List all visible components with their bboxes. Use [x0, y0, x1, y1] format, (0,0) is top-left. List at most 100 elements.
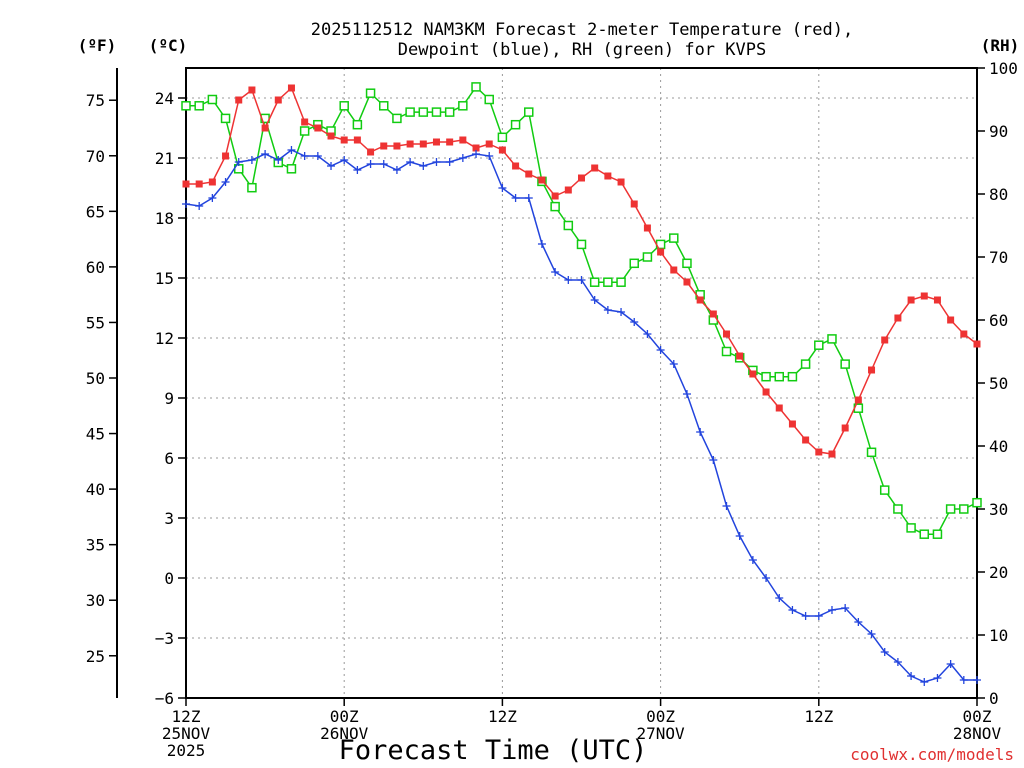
rh-point — [392, 113, 402, 124]
chart-title-line2: Dewpoint (blue), RH (green) for KVPS — [398, 40, 766, 60]
temperature-point — [802, 436, 810, 444]
rh-point — [629, 258, 639, 269]
rh-point — [510, 119, 521, 130]
time-tick-label: 00Z — [963, 707, 992, 726]
dewpoint-point — [814, 612, 823, 620]
dewpoint-point — [669, 360, 678, 368]
dewpoint-point — [537, 240, 546, 248]
source-credit: coolwx.com/models — [850, 745, 1014, 764]
dewpoint-point — [313, 152, 322, 160]
time-tick-label: 12Z — [172, 707, 201, 726]
dewpoint-point — [445, 158, 454, 166]
rh-point — [524, 107, 534, 117]
time-tick-label: 28NOV — [953, 724, 1002, 743]
fahrenheit-axis: 25 30 35 40 45 50 55 60 65 70 75 — [86, 68, 118, 698]
dewpoint-point — [722, 502, 731, 510]
temperature-point — [538, 176, 546, 184]
celsius-tick-label: 12 — [155, 329, 174, 348]
dewpoint-point — [867, 630, 876, 638]
rh-tick-label: 30 — [989, 500, 1008, 519]
rh-point — [418, 107, 429, 117]
rh-point — [827, 334, 837, 344]
rh-point — [721, 346, 732, 357]
temperature-point — [749, 370, 757, 378]
rh-point — [339, 101, 349, 111]
rh-point — [919, 529, 930, 539]
temperature-point — [854, 396, 862, 404]
time-tick-label: 2025 — [167, 741, 206, 760]
dewpoint-point — [551, 268, 560, 276]
temperature-point — [696, 296, 704, 304]
temperature-point — [564, 186, 572, 194]
dewpoint-point — [511, 194, 520, 202]
dewpoint-point — [432, 158, 441, 166]
rh-point — [286, 164, 297, 174]
temperature-point — [327, 132, 335, 140]
temperature-point — [709, 310, 717, 318]
temperature-point — [393, 142, 401, 150]
celsius-tick-label: 0 — [164, 569, 174, 588]
rh-tick-label: 90 — [989, 122, 1008, 141]
dewpoint-point — [630, 318, 639, 326]
rh-point — [352, 119, 363, 130]
dewpoint-point — [854, 618, 863, 626]
rh-tick-label: 100 — [989, 59, 1018, 78]
temperature-point — [459, 136, 467, 144]
celsius-unit-label: (ºC) — [149, 36, 188, 55]
rh-point — [603, 277, 613, 287]
dewpoint-point — [841, 604, 850, 612]
dewpoint-point — [221, 178, 230, 186]
rh-point — [563, 220, 574, 231]
rh-point — [682, 258, 692, 269]
chart-title-line1: 2025112512 NAM3KM Forecast 2-meter Tempe… — [311, 20, 853, 40]
temperature-point — [881, 336, 889, 344]
celsius-tick-label: −6 — [155, 689, 174, 708]
fahrenheit-tick-label: 75 — [86, 91, 105, 110]
rh-point — [866, 447, 877, 458]
rh-point — [972, 497, 982, 508]
temperature-point — [643, 224, 651, 232]
temperature-point — [973, 340, 981, 348]
temperature-point — [683, 278, 691, 286]
rh-point — [550, 201, 560, 212]
temperature-point — [604, 172, 612, 180]
rh-point — [497, 132, 508, 143]
fahrenheit-unit-label: (ºF) — [78, 36, 117, 55]
temperature-point — [894, 314, 902, 322]
dewpoint-point — [577, 276, 586, 284]
rh-tick-label: 10 — [989, 626, 1008, 645]
rh-point — [444, 107, 455, 117]
dewpoint-point — [762, 574, 771, 582]
fahrenheit-tick-label: 25 — [86, 647, 105, 666]
dewpoint-point — [247, 156, 256, 164]
dewpoint-point — [682, 390, 691, 398]
time-tick-label: 00Z — [330, 707, 359, 726]
temperature-point — [287, 84, 295, 92]
rh-point — [642, 252, 653, 262]
rh-point — [405, 107, 415, 117]
time-tick-label: 12Z — [804, 707, 833, 726]
temperature-point — [551, 192, 559, 200]
rh-point — [458, 101, 468, 111]
time-tick-label: 27NOV — [637, 724, 686, 743]
dewpoint-point — [300, 152, 309, 160]
dewpoint-point — [603, 306, 612, 314]
rh-point — [589, 277, 600, 287]
rh-point — [365, 88, 376, 98]
dewpoint-point — [946, 660, 955, 668]
dewpoint-point — [933, 674, 942, 682]
temperature-point — [182, 180, 190, 188]
temperature-point — [788, 420, 796, 428]
dewpoint-point — [617, 308, 626, 316]
dewpoint-point — [748, 556, 757, 564]
rh-point — [932, 529, 943, 539]
dewpoint-point — [287, 146, 296, 154]
temperature-point — [762, 388, 770, 396]
rh-tick-label: 60 — [989, 311, 1008, 330]
rh-tick-label: 0 — [989, 689, 999, 708]
temperature-series — [182, 84, 981, 458]
rh-point — [194, 101, 204, 111]
temperature-point — [235, 96, 243, 104]
